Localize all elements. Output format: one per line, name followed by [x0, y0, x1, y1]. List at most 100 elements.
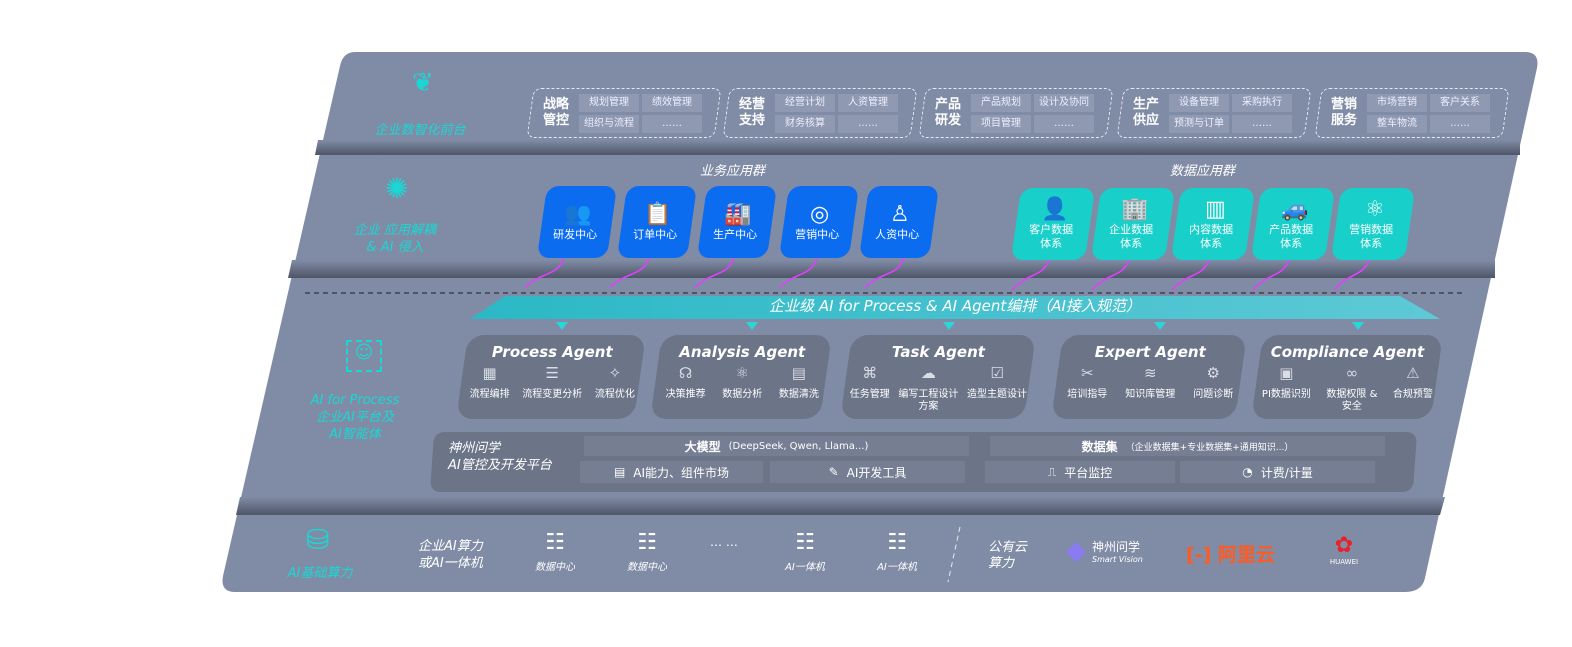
group-item[interactable]: 经营计划: [775, 93, 835, 112]
front-group: 产品研发 产品规划 设计及协同 项目管理……: [918, 88, 1114, 138]
monitor-bar[interactable]: ⎍ 平台监控: [985, 461, 1175, 483]
capability-label: 数据清洗: [778, 389, 819, 400]
group-item[interactable]: 人资管理: [838, 93, 898, 112]
molecule-icon: ✺: [385, 172, 409, 205]
group-item[interactable]: 规划管理: [579, 93, 639, 112]
link-icon: ∞: [1345, 364, 1359, 382]
group-item[interactable]: 财务核算: [775, 114, 835, 133]
orchestration-banner: 企业级 AI for Process & AI Agent编排（AI接入规范）: [769, 297, 1141, 315]
group-item[interactable]: 项目管理: [971, 114, 1031, 133]
agent-capability: ⚠ 合规预警: [1393, 364, 1433, 413]
server-icon: ☷: [545, 530, 565, 555]
agent-card[interactable]: Task Agent ⌘ 任务管理 ☁ 编写工程设计方案 ☑ 造型主题设计: [840, 335, 1036, 419]
business-app-card[interactable]: ◎ 营销中心: [778, 186, 860, 258]
group-item[interactable]: 采购执行: [1232, 93, 1292, 112]
server-label: AI一体机: [877, 562, 917, 573]
group-item[interactable]: ……: [1034, 114, 1094, 133]
capability-label: 决策推荐: [665, 389, 706, 400]
data-app-card[interactable]: 🏢 企业数据体系: [1090, 188, 1176, 260]
devtools-bar[interactable]: ✎ AI开发工具: [770, 461, 965, 483]
data-app-card[interactable]: ⚛ 营销数据体系: [1330, 188, 1416, 260]
server-ai-box-2: ☷ AI一体机: [872, 528, 922, 573]
group-item[interactable]: 设备管理: [1169, 93, 1229, 112]
agent-capability: ∞ 数据权限 & 安全: [1320, 364, 1384, 413]
server-ai-box-1: ☷ AI一体机: [780, 528, 830, 573]
group-item[interactable]: ……: [1232, 114, 1292, 133]
huawei-petal-icon: ✿: [1334, 533, 1354, 558]
capability-label: 问题诊断: [1193, 389, 1234, 400]
divider: [947, 526, 961, 583]
capability-label: 数据分析: [722, 389, 763, 400]
group-title: 经营支持: [739, 97, 766, 128]
group-item[interactable]: 设计及协同: [1034, 93, 1094, 112]
agent-card[interactable]: Process Agent ▦ 流程编排 ☰ 流程变更分析 ✧ 流程优化: [456, 335, 646, 419]
data-app-card[interactable]: 👤 客户数据体系: [1010, 188, 1096, 260]
data-app-card[interactable]: ▥ 内容数据体系: [1170, 188, 1256, 260]
business-app-card[interactable]: 📋 订单中心: [616, 186, 698, 258]
server-icon: ☷: [795, 530, 815, 555]
agent-card[interactable]: Compliance Agent ▣ PI数据识别 ∞ 数据权限 & 安全 ⚠ 合规预警: [1251, 335, 1443, 419]
atom-icon: ⚛: [735, 364, 749, 382]
down-arrow-icon: [1154, 322, 1166, 330]
building-icon: 🏢: [1121, 197, 1149, 222]
capability-label: 造型主题设计: [967, 389, 1028, 400]
layer-label-apps: 企业 应用解耦 & AI 侵入: [340, 222, 450, 256]
agent-capability: ✂ 培训指导: [1067, 364, 1108, 401]
server-icon: ☷: [887, 530, 907, 555]
business-app-card[interactable]: 👥 研发中心: [536, 186, 618, 258]
group-item[interactable]: ……: [642, 114, 702, 133]
group-item[interactable]: 整车物流: [1367, 114, 1427, 133]
billing-bar[interactable]: ◔ 计费/计量: [1180, 461, 1375, 483]
agent-capability: ⌘ 任务管理: [850, 364, 890, 413]
group-item[interactable]: 产品规划: [971, 93, 1031, 112]
group-item[interactable]: 组织与流程: [579, 114, 639, 133]
down-arrow-icon: [556, 322, 568, 330]
network-icon: ⌘: [862, 364, 878, 382]
label-line: AI智能体: [329, 427, 381, 442]
agent-capability: ▦ 流程编排: [470, 364, 510, 401]
data-apps-title: 数据应用群: [1170, 164, 1236, 179]
agent-name: Compliance Agent: [1270, 343, 1425, 361]
ellipsis: … …: [710, 535, 738, 549]
market-bar[interactable]: ▤ AI能力、组件市场: [580, 461, 763, 483]
group-item[interactable]: 市场营销: [1367, 93, 1427, 112]
group-item[interactable]: 绩效管理: [642, 93, 702, 112]
dataset-label: 数据集: [1081, 439, 1118, 454]
group-title: 生产供应: [1133, 97, 1160, 128]
diamond-logo-icon: ◆: [1066, 536, 1086, 566]
vendor-name: 阿里云: [1217, 544, 1275, 566]
group-item[interactable]: 客户关系: [1430, 93, 1490, 112]
down-arrow-icon: [746, 322, 758, 330]
capability-label: 培训指导: [1067, 389, 1108, 400]
group-title: 营销服务: [1331, 97, 1358, 128]
business-app-card[interactable]: 🏭 生产中心: [696, 186, 778, 258]
front-group: 营销服务 市场营销 客户关系 整车物流……: [1314, 88, 1510, 138]
app-label: 内容数据体系: [1189, 223, 1234, 250]
front-group: 战略管控 规划管理 绩效管理 组织与流程……: [526, 88, 722, 138]
label-line: & AI 侵入: [366, 240, 424, 255]
chart-icon: ▦: [482, 364, 497, 382]
agent-capability: ✧ 流程优化: [595, 364, 635, 401]
car-icon: 🚙: [1281, 197, 1309, 222]
capability-label: 流程变更分析: [522, 389, 583, 400]
vendor-name: 神州问学: [1092, 540, 1141, 554]
business-app-card[interactable]: ♙ 人资中心: [858, 186, 940, 258]
platform-title: 神州问学 AI管控及开发平台: [448, 440, 552, 474]
label-line: 公有云: [988, 540, 1028, 555]
group-item[interactable]: ……: [1430, 114, 1490, 133]
layers-icon: ≋: [1143, 364, 1157, 382]
front-group: 生产供应 设备管理 采购执行 预测与订单……: [1116, 88, 1312, 138]
tools-icon: ✂: [1080, 364, 1094, 382]
vendor-sub: Smart Vision: [1092, 555, 1143, 564]
title-line: 神州问学: [448, 441, 501, 456]
agent-card[interactable]: Expert Agent ✂ 培训指导 ≋ 知识库管理 ⚙ 问题诊断: [1051, 335, 1247, 419]
agent-capability: ⚙ 问题诊断: [1193, 364, 1234, 401]
down-arrow-icon: [943, 322, 955, 330]
layer-label-front: 企业数智化前台: [374, 123, 466, 138]
group-item[interactable]: ……: [838, 114, 898, 133]
server-datacenter-1: ☷ 数据中心: [530, 528, 580, 573]
agent-card[interactable]: Analysis Agent ☊ 决策推荐 ⚛ 数据分析 ▤ 数据清洗: [650, 335, 832, 419]
data-app-card[interactable]: 🚙 产品数据体系: [1250, 188, 1336, 260]
group-item[interactable]: 预测与订单: [1169, 114, 1229, 133]
cloud-label: 公有云 算力: [988, 540, 1027, 572]
